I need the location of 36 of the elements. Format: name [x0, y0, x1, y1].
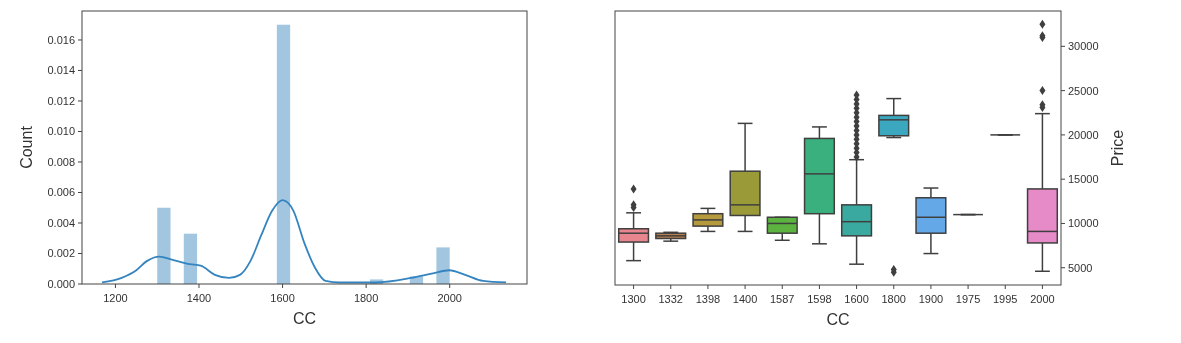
- y-axis-title: Price: [1109, 129, 1126, 167]
- y-tick-label: 10000: [1068, 217, 1099, 230]
- x-tick-label: 1400: [186, 292, 212, 304]
- x-tick-label: 1600: [270, 292, 295, 304]
- x-tick-label: 1587: [770, 293, 795, 305]
- y-tick-label: 0.012: [47, 94, 75, 107]
- x-tick-label: 2000: [437, 292, 462, 304]
- x-tick-label: 1300: [621, 293, 646, 305]
- x-tick-label: 1598: [807, 293, 832, 305]
- x-tick-label: 1900: [918, 293, 944, 305]
- y-tick-label: 0.004: [47, 216, 75, 229]
- y-tick-label: 25000: [1068, 84, 1099, 97]
- x-tick-label: 1600: [844, 293, 869, 305]
- x-axis-title: CC: [292, 310, 317, 327]
- y-tick-label: 0.010: [47, 125, 75, 138]
- x-tick-label: 1398: [695, 293, 721, 305]
- x-tick-label: 1200: [103, 292, 128, 304]
- y-tick-label: 15000: [1068, 173, 1099, 186]
- x-tick-label: 1800: [881, 293, 906, 305]
- y-tick-label: 0.008: [47, 155, 75, 168]
- x-tick-label: 1800: [353, 292, 379, 304]
- y-tick-label: 30000: [1068, 40, 1099, 53]
- x-tick-label: 1400: [732, 293, 758, 305]
- x-tick-label: 1975: [955, 293, 981, 305]
- y-tick-label: 0.014: [47, 64, 75, 77]
- y-tick-label: 20000: [1068, 128, 1099, 141]
- y-tick-label: 0.016: [47, 33, 75, 46]
- x-tick-label: 2000: [1030, 293, 1055, 305]
- y-tick-label: 5000: [1068, 261, 1093, 274]
- y-tick-label: 0.000: [47, 278, 75, 290]
- x-tick-label: 1995: [993, 293, 1018, 305]
- y-axis-title: Count: [18, 125, 35, 169]
- x-tick-label: 1332: [658, 293, 683, 305]
- x-axis-title: CC: [826, 311, 850, 328]
- y-tick-label: 0.002: [47, 247, 75, 260]
- y-tick-label: 0.006: [47, 186, 75, 199]
